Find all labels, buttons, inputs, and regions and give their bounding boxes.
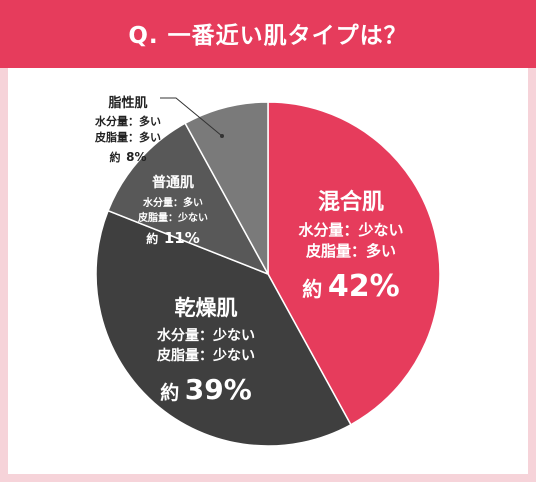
slice-dry: [95, 209, 352, 447]
slice-desc-2: 皮脂量：多い: [305, 242, 396, 260]
slice-name: 脂性肌: [108, 96, 148, 111]
slice-label-normal: 普通肌 水分量：多い 皮脂量：少ない 約 11%: [130, 172, 216, 247]
slice-oily: [184, 101, 269, 275]
slice-label-dry: 乾燥肌 水分量：少ない 皮脂量：少ない 約 39%: [136, 292, 276, 406]
slice-normal: [107, 122, 270, 276]
slice-name: 混合肌: [317, 190, 384, 215]
slice-desc-2: 皮脂量：多い: [95, 131, 161, 144]
slice-value-prefix: 約: [109, 151, 121, 164]
slice-value: 11%: [163, 229, 200, 247]
slice-desc-1: 水分量：多い: [143, 198, 203, 209]
slice-desc-2: 皮脂量：少ない: [157, 348, 255, 364]
slice-value-prefix: 約: [146, 232, 159, 246]
slice-label-oily: 脂性肌 水分量：多い 皮脂量：多い 約 8%: [78, 92, 178, 165]
slice-value: 39%: [184, 373, 252, 406]
question-header: Q. 一番近い肌タイプは？: [0, 0, 536, 68]
leader-line: [160, 97, 223, 137]
slice-desc-1: 水分量：多い: [95, 115, 161, 128]
slice-value-prefix: 約: [302, 277, 323, 301]
leader-dot: [220, 134, 224, 138]
slice-name: 普通肌: [152, 175, 194, 191]
slice-value: 42%: [327, 269, 400, 304]
slice-desc-2: 皮脂量：少ない: [138, 213, 208, 224]
slice-value: 8%: [126, 150, 147, 164]
slice-name: 乾燥肌: [174, 296, 238, 320]
slice-combination: [267, 101, 441, 426]
slice-desc-1: 水分量：少ない: [157, 328, 255, 344]
slice-value-prefix: 約: [160, 382, 180, 404]
slice-label-combination: 混合肌 水分量：少ない 皮脂量：多い 約 42%: [276, 184, 426, 304]
slice-desc-1: 水分量：少ない: [298, 221, 404, 239]
question-title: Q. 一番近い肌タイプは？: [128, 23, 408, 49]
